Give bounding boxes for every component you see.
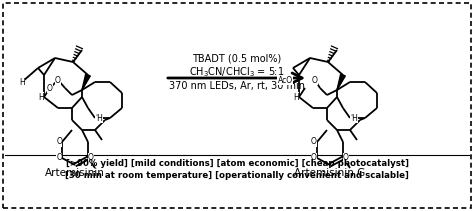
Text: Artemisinin G: Artemisinin G xyxy=(294,168,365,178)
Text: O: O xyxy=(311,138,317,146)
Text: O: O xyxy=(47,84,53,92)
Text: O: O xyxy=(311,153,317,162)
Text: AcO: AcO xyxy=(278,76,293,84)
Polygon shape xyxy=(337,74,346,90)
Polygon shape xyxy=(82,74,91,90)
Text: O: O xyxy=(312,76,318,84)
Text: 'H: 'H xyxy=(350,114,358,123)
Text: CH$_3$CN/CHCl$_3$ = 5:1: CH$_3$CN/CHCl$_3$ = 5:1 xyxy=(189,65,285,79)
Text: 'H: 'H xyxy=(95,114,103,123)
Text: TBADT (0.5 mol%): TBADT (0.5 mol%) xyxy=(192,53,282,63)
Text: O: O xyxy=(56,153,62,162)
Text: O: O xyxy=(56,138,62,146)
Text: O: O xyxy=(343,153,349,162)
Text: O: O xyxy=(55,76,61,84)
Text: H: H xyxy=(19,77,25,87)
Text: Artemisinin: Artemisinin xyxy=(45,168,105,178)
Text: [>90% yield] [mild conditions] [atom economic] [cheap photocatalyst]: [>90% yield] [mild conditions] [atom eco… xyxy=(65,158,409,168)
Text: [30 min at room temperature] [operationally convenient and scalable]: [30 min at room temperature] [operationa… xyxy=(65,170,409,180)
Text: H: H xyxy=(38,92,44,101)
Text: 370 nm LEDs, Ar, rt, 30 min: 370 nm LEDs, Ar, rt, 30 min xyxy=(169,81,305,91)
Text: H: H xyxy=(293,92,299,101)
Text: O: O xyxy=(88,153,94,162)
